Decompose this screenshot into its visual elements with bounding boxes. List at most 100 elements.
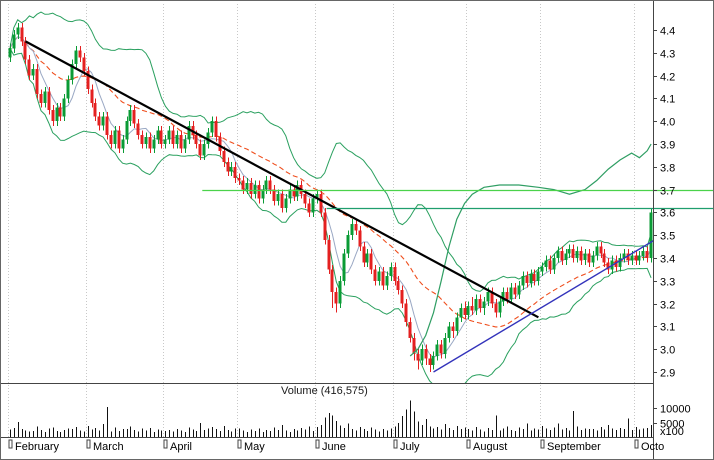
candle <box>501 292 505 302</box>
month-tick <box>466 439 471 449</box>
candle <box>412 337 416 354</box>
candle <box>435 344 439 356</box>
candle <box>245 182 249 190</box>
candle <box>257 185 261 199</box>
month-tick <box>393 439 398 449</box>
candle <box>560 251 564 261</box>
candle <box>163 139 167 144</box>
candle <box>595 246 599 256</box>
candle <box>47 91 51 110</box>
candle <box>276 194 280 201</box>
candle <box>544 260 548 268</box>
candle <box>443 337 447 354</box>
candle <box>214 121 218 138</box>
candle <box>630 255 634 261</box>
candle <box>447 326 451 338</box>
candle <box>280 194 284 208</box>
candle <box>70 64 74 81</box>
candle <box>198 144 202 156</box>
candle <box>521 276 525 286</box>
candle <box>396 280 400 290</box>
candle <box>229 166 233 172</box>
candle <box>237 178 241 181</box>
price-tick-label: 4.0 <box>660 117 675 129</box>
candle <box>408 321 412 338</box>
candle <box>622 253 626 258</box>
candle <box>459 308 463 318</box>
month-tick <box>8 439 13 449</box>
candle <box>381 271 385 286</box>
month-tick <box>163 439 168 449</box>
candle <box>16 27 20 35</box>
candle <box>571 248 575 258</box>
month-label: September <box>547 441 601 453</box>
candle <box>121 139 125 149</box>
candle <box>451 326 455 331</box>
candle <box>362 246 366 263</box>
candle <box>548 260 552 270</box>
candle <box>564 253 568 261</box>
price-layer <box>8 11 653 383</box>
candle <box>599 246 603 254</box>
candle <box>210 121 214 133</box>
candle <box>513 287 517 295</box>
price-tick-label: 3.1 <box>660 322 675 334</box>
candle <box>222 150 226 163</box>
candle <box>532 274 536 281</box>
price-tick-label: 3.3 <box>660 277 675 289</box>
candle <box>23 41 27 60</box>
candle <box>51 109 55 122</box>
month-tick <box>86 439 91 449</box>
bollinger-upper-band <box>9 11 652 292</box>
candle <box>264 180 268 190</box>
candle <box>206 132 210 144</box>
volume-tick-label: 10000 <box>660 404 691 416</box>
candle <box>466 305 470 315</box>
month-label: March <box>93 441 124 453</box>
month-tick <box>634 439 639 449</box>
candle <box>431 356 435 366</box>
month-label: August <box>473 441 507 453</box>
candle <box>346 235 350 254</box>
candle <box>86 71 90 90</box>
candle <box>183 139 187 149</box>
candle <box>74 50 78 65</box>
candle <box>58 107 62 117</box>
candle <box>125 121 129 140</box>
candle <box>389 267 393 277</box>
candle <box>90 89 94 103</box>
candle <box>39 93 43 103</box>
candle <box>649 212 653 258</box>
candle <box>338 280 342 304</box>
candle <box>284 198 288 208</box>
candle <box>490 292 494 304</box>
candle <box>365 253 369 263</box>
candle <box>393 267 397 281</box>
candle <box>109 134 113 144</box>
price-tick-label: 3.9 <box>660 140 675 152</box>
candle <box>498 301 502 313</box>
month-tick <box>237 439 242 449</box>
candle <box>78 50 82 58</box>
volume-tick-label: 5000 <box>660 419 684 431</box>
candle <box>187 125 191 140</box>
candle <box>136 123 140 135</box>
candle <box>20 27 24 42</box>
candle <box>105 116 109 135</box>
candle <box>579 251 583 261</box>
candle <box>602 253 606 263</box>
candle <box>218 137 222 151</box>
candle <box>233 166 237 179</box>
candle <box>226 162 230 172</box>
candle <box>128 109 132 122</box>
candle <box>591 255 595 263</box>
candle <box>330 269 334 293</box>
candle <box>175 134 179 144</box>
candle <box>377 271 381 281</box>
bollinger-lower-band <box>9 47 652 383</box>
candle <box>334 292 338 304</box>
candle <box>8 48 12 58</box>
trendline-downtrend <box>24 40 539 319</box>
candle <box>101 116 105 126</box>
